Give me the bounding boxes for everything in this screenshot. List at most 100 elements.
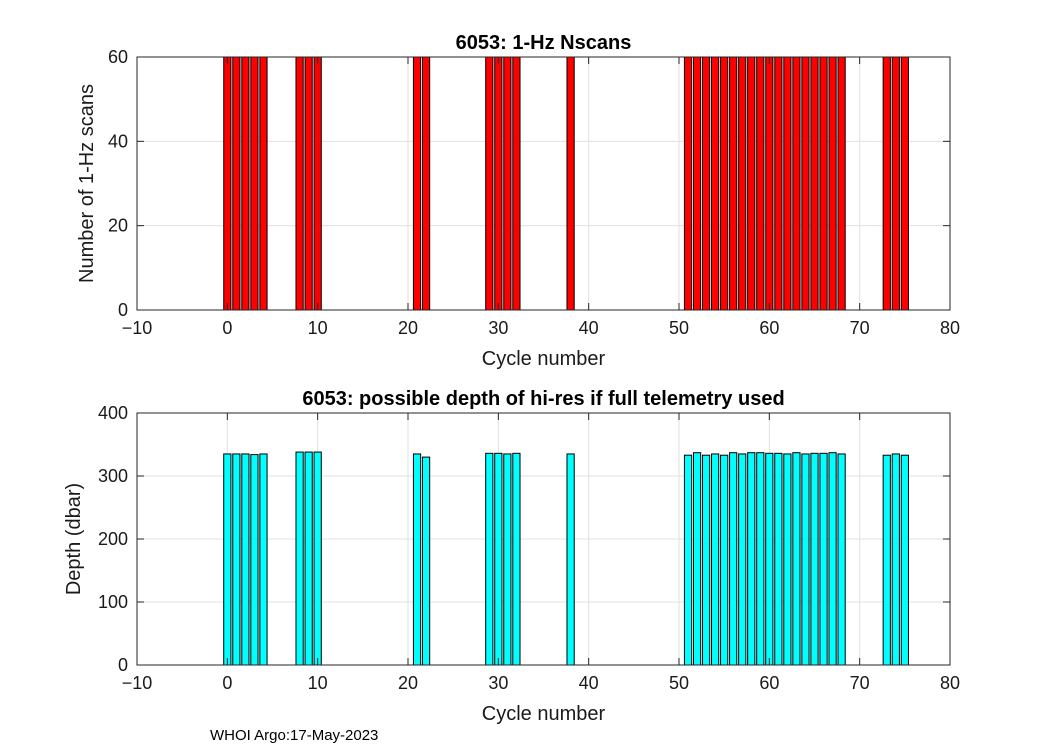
chart1-bar bbox=[792, 56, 801, 311]
chart2-bar bbox=[241, 453, 250, 666]
chart1-y-tick-label: 40 bbox=[108, 131, 128, 151]
chart2-bar bbox=[720, 454, 729, 666]
chart2-bar bbox=[223, 453, 232, 666]
chart1-plot-area bbox=[137, 57, 950, 310]
chart1-bar bbox=[882, 56, 891, 311]
chart2-title: 6053: possible depth of hi-res if full t… bbox=[302, 388, 784, 410]
chart2-x-tick-label: 70 bbox=[850, 673, 870, 693]
chart1-y-tick-label: 0 bbox=[118, 300, 128, 320]
chart2-y-tick-label: 300 bbox=[98, 466, 128, 486]
chart2-y-axis-label: Depth (dbar) bbox=[63, 483, 85, 595]
chart1-bar bbox=[512, 56, 521, 311]
chart1-bar bbox=[485, 56, 494, 311]
chart2-bar bbox=[756, 452, 765, 666]
chart2-bar bbox=[828, 452, 837, 666]
chart2-bar bbox=[801, 453, 810, 666]
chart2-x-tick-label: 80 bbox=[940, 673, 960, 693]
chart1-bar bbox=[819, 56, 828, 311]
chart1-y-tick-label: 20 bbox=[108, 216, 128, 236]
chart1-bar bbox=[747, 56, 756, 311]
chart2-bar bbox=[738, 453, 747, 666]
chart2-bar bbox=[765, 452, 774, 666]
chart1-bar bbox=[701, 56, 711, 311]
chart1-bar bbox=[810, 56, 819, 311]
chart2-bar bbox=[232, 453, 241, 666]
chart1-bar bbox=[801, 56, 810, 311]
chart1-x-tick-label: 60 bbox=[759, 318, 779, 338]
chart2-bar bbox=[792, 452, 801, 666]
chart1-bar bbox=[692, 56, 702, 311]
chart1-bar bbox=[900, 56, 909, 311]
chart2-bar bbox=[783, 453, 792, 666]
chart2-bar bbox=[900, 454, 909, 666]
chart1-bar bbox=[720, 56, 729, 311]
chart2-x-tick-label: 30 bbox=[488, 673, 508, 693]
chart2-y-tick-label: 400 bbox=[98, 403, 128, 423]
chart1-y-axis-label: Number of 1-Hz scans bbox=[76, 84, 98, 283]
chart1-x-tick-label: 70 bbox=[850, 318, 870, 338]
chart1-bar bbox=[295, 56, 304, 311]
chart1-x-tick-label: 10 bbox=[308, 318, 328, 338]
chart2-bar bbox=[412, 453, 422, 666]
chart2-y-tick-label: 0 bbox=[118, 655, 128, 675]
chart1-x-tick-label: 0 bbox=[222, 318, 232, 338]
chart2-y-tick-label: 200 bbox=[98, 529, 128, 549]
chart2-bar bbox=[421, 456, 431, 666]
chart1-bar bbox=[711, 56, 720, 311]
chart2-x-tick-label: 10 bbox=[308, 673, 328, 693]
chart2-bar bbox=[747, 452, 756, 666]
chart1-x-tick-label: 20 bbox=[398, 318, 418, 338]
chart2-bar bbox=[701, 454, 711, 666]
chart1-bar bbox=[241, 56, 250, 311]
chart2-x-tick-label: 20 bbox=[398, 673, 418, 693]
chart1-bar bbox=[259, 56, 268, 311]
chart1-bar bbox=[729, 56, 738, 311]
chart2-bar bbox=[774, 452, 783, 666]
chart2-y-tick-label: 100 bbox=[98, 592, 128, 612]
chart1-bar bbox=[421, 56, 431, 311]
chart2-bar bbox=[729, 452, 738, 666]
chart1-bar bbox=[503, 56, 512, 311]
chart1-x-tick-label: 50 bbox=[669, 318, 689, 338]
chart2-bar bbox=[259, 453, 268, 666]
chart2-x-axis-label: Cycle number bbox=[482, 703, 606, 725]
chart2-x-tick-label: 40 bbox=[579, 673, 599, 693]
chart2-bar bbox=[692, 452, 702, 666]
chart1-bar bbox=[738, 56, 747, 311]
footer-credit: WHOI Argo:17-May-2023 bbox=[210, 727, 379, 744]
chart1-bar bbox=[891, 56, 900, 311]
chart1-bar bbox=[304, 56, 313, 311]
chart1-bar bbox=[683, 56, 693, 311]
chart1-axes-box bbox=[136, 56, 951, 311]
chart2-bar bbox=[819, 452, 828, 666]
chart1-bar bbox=[783, 56, 792, 311]
chart2-bar bbox=[683, 454, 693, 666]
chart2-bar bbox=[810, 452, 819, 666]
chart1-x-tick-label: 80 bbox=[940, 318, 960, 338]
chart1-bar bbox=[774, 56, 783, 311]
chart1-bar bbox=[250, 56, 259, 311]
chart2-bar bbox=[304, 451, 313, 666]
chart1-x-tick-label: −10 bbox=[122, 318, 153, 338]
chart1-bar bbox=[756, 56, 765, 311]
chart1-bar bbox=[313, 56, 322, 311]
chart2-bar bbox=[313, 451, 322, 666]
chart2-x-tick-label: 60 bbox=[759, 673, 779, 693]
chart2-bar bbox=[512, 452, 521, 666]
chart1-bar bbox=[232, 56, 241, 311]
chart2-bar bbox=[485, 452, 494, 666]
chart2-bar bbox=[503, 453, 512, 666]
chart1-y-tick-label: 60 bbox=[108, 47, 128, 67]
chart1-bar bbox=[412, 56, 422, 311]
chart1-bar bbox=[223, 56, 232, 311]
chart1-x-tick-label: 30 bbox=[488, 318, 508, 338]
chart2-bar bbox=[837, 453, 846, 666]
chart1-bar bbox=[828, 56, 837, 311]
chart1-bar bbox=[765, 56, 774, 311]
chart2-bar bbox=[494, 452, 503, 666]
chart1-x-tick-label: 40 bbox=[579, 318, 599, 338]
chart2-bar bbox=[295, 451, 304, 666]
chart2-bar bbox=[882, 454, 891, 666]
chart2-bar bbox=[250, 454, 259, 666]
